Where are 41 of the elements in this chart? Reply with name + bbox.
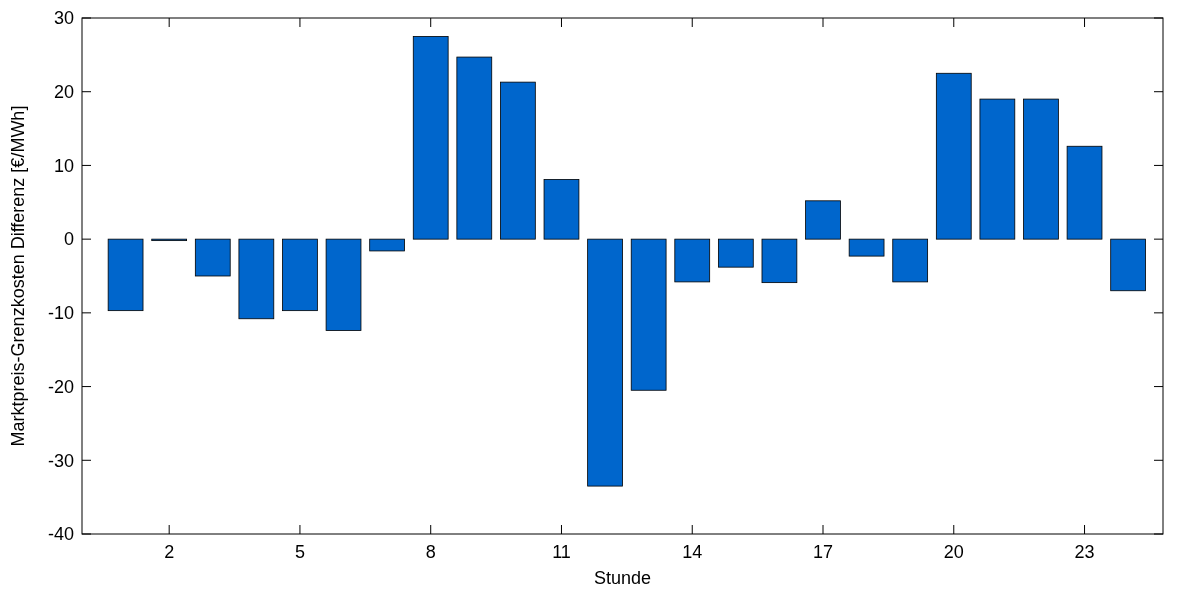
y-tick-label: -40 [47,524,74,545]
bar [325,238,362,331]
bar [282,238,318,312]
bar [1110,238,1146,292]
y-tick-label: -30 [47,450,74,471]
bar [587,238,623,487]
x-tick-label: 23 [1074,542,1095,562]
y-axis-title: Marktpreis-Grenzkosten Differenz [€/MWh] [8,105,28,447]
x-tick-label: 8 [425,542,436,562]
bar [107,238,144,312]
bar [543,179,580,240]
x-tick-label: 20 [943,542,964,562]
bar [412,36,449,240]
y-tick-label: 0 [63,229,74,250]
bar [979,98,1016,240]
bar [805,200,841,240]
x-tick-label: 11 [552,542,571,562]
bar [369,238,405,252]
bar [718,238,754,268]
bar [1066,145,1103,240]
bar [194,238,231,277]
x-tick-label: 5 [294,542,305,562]
y-tick-label: 20 [53,82,74,103]
y-tick-label: 10 [53,155,74,176]
y-tick-label: 30 [53,8,74,29]
bar [761,238,798,284]
x-axis-title: Stunde [593,568,652,588]
bar [456,56,493,240]
x-tick-label: 2 [164,542,175,562]
bar [935,72,972,240]
x-tick-label: 17 [812,542,834,562]
bar [848,238,885,257]
x-tick-label: 14 [682,542,703,562]
bar [674,238,711,283]
y-tick-label: -20 [47,376,74,397]
y-tick-label: -10 [47,303,74,324]
bar [500,81,536,240]
bar [238,238,275,320]
bar [630,238,667,391]
bar [892,238,929,283]
bar [1023,98,1059,240]
